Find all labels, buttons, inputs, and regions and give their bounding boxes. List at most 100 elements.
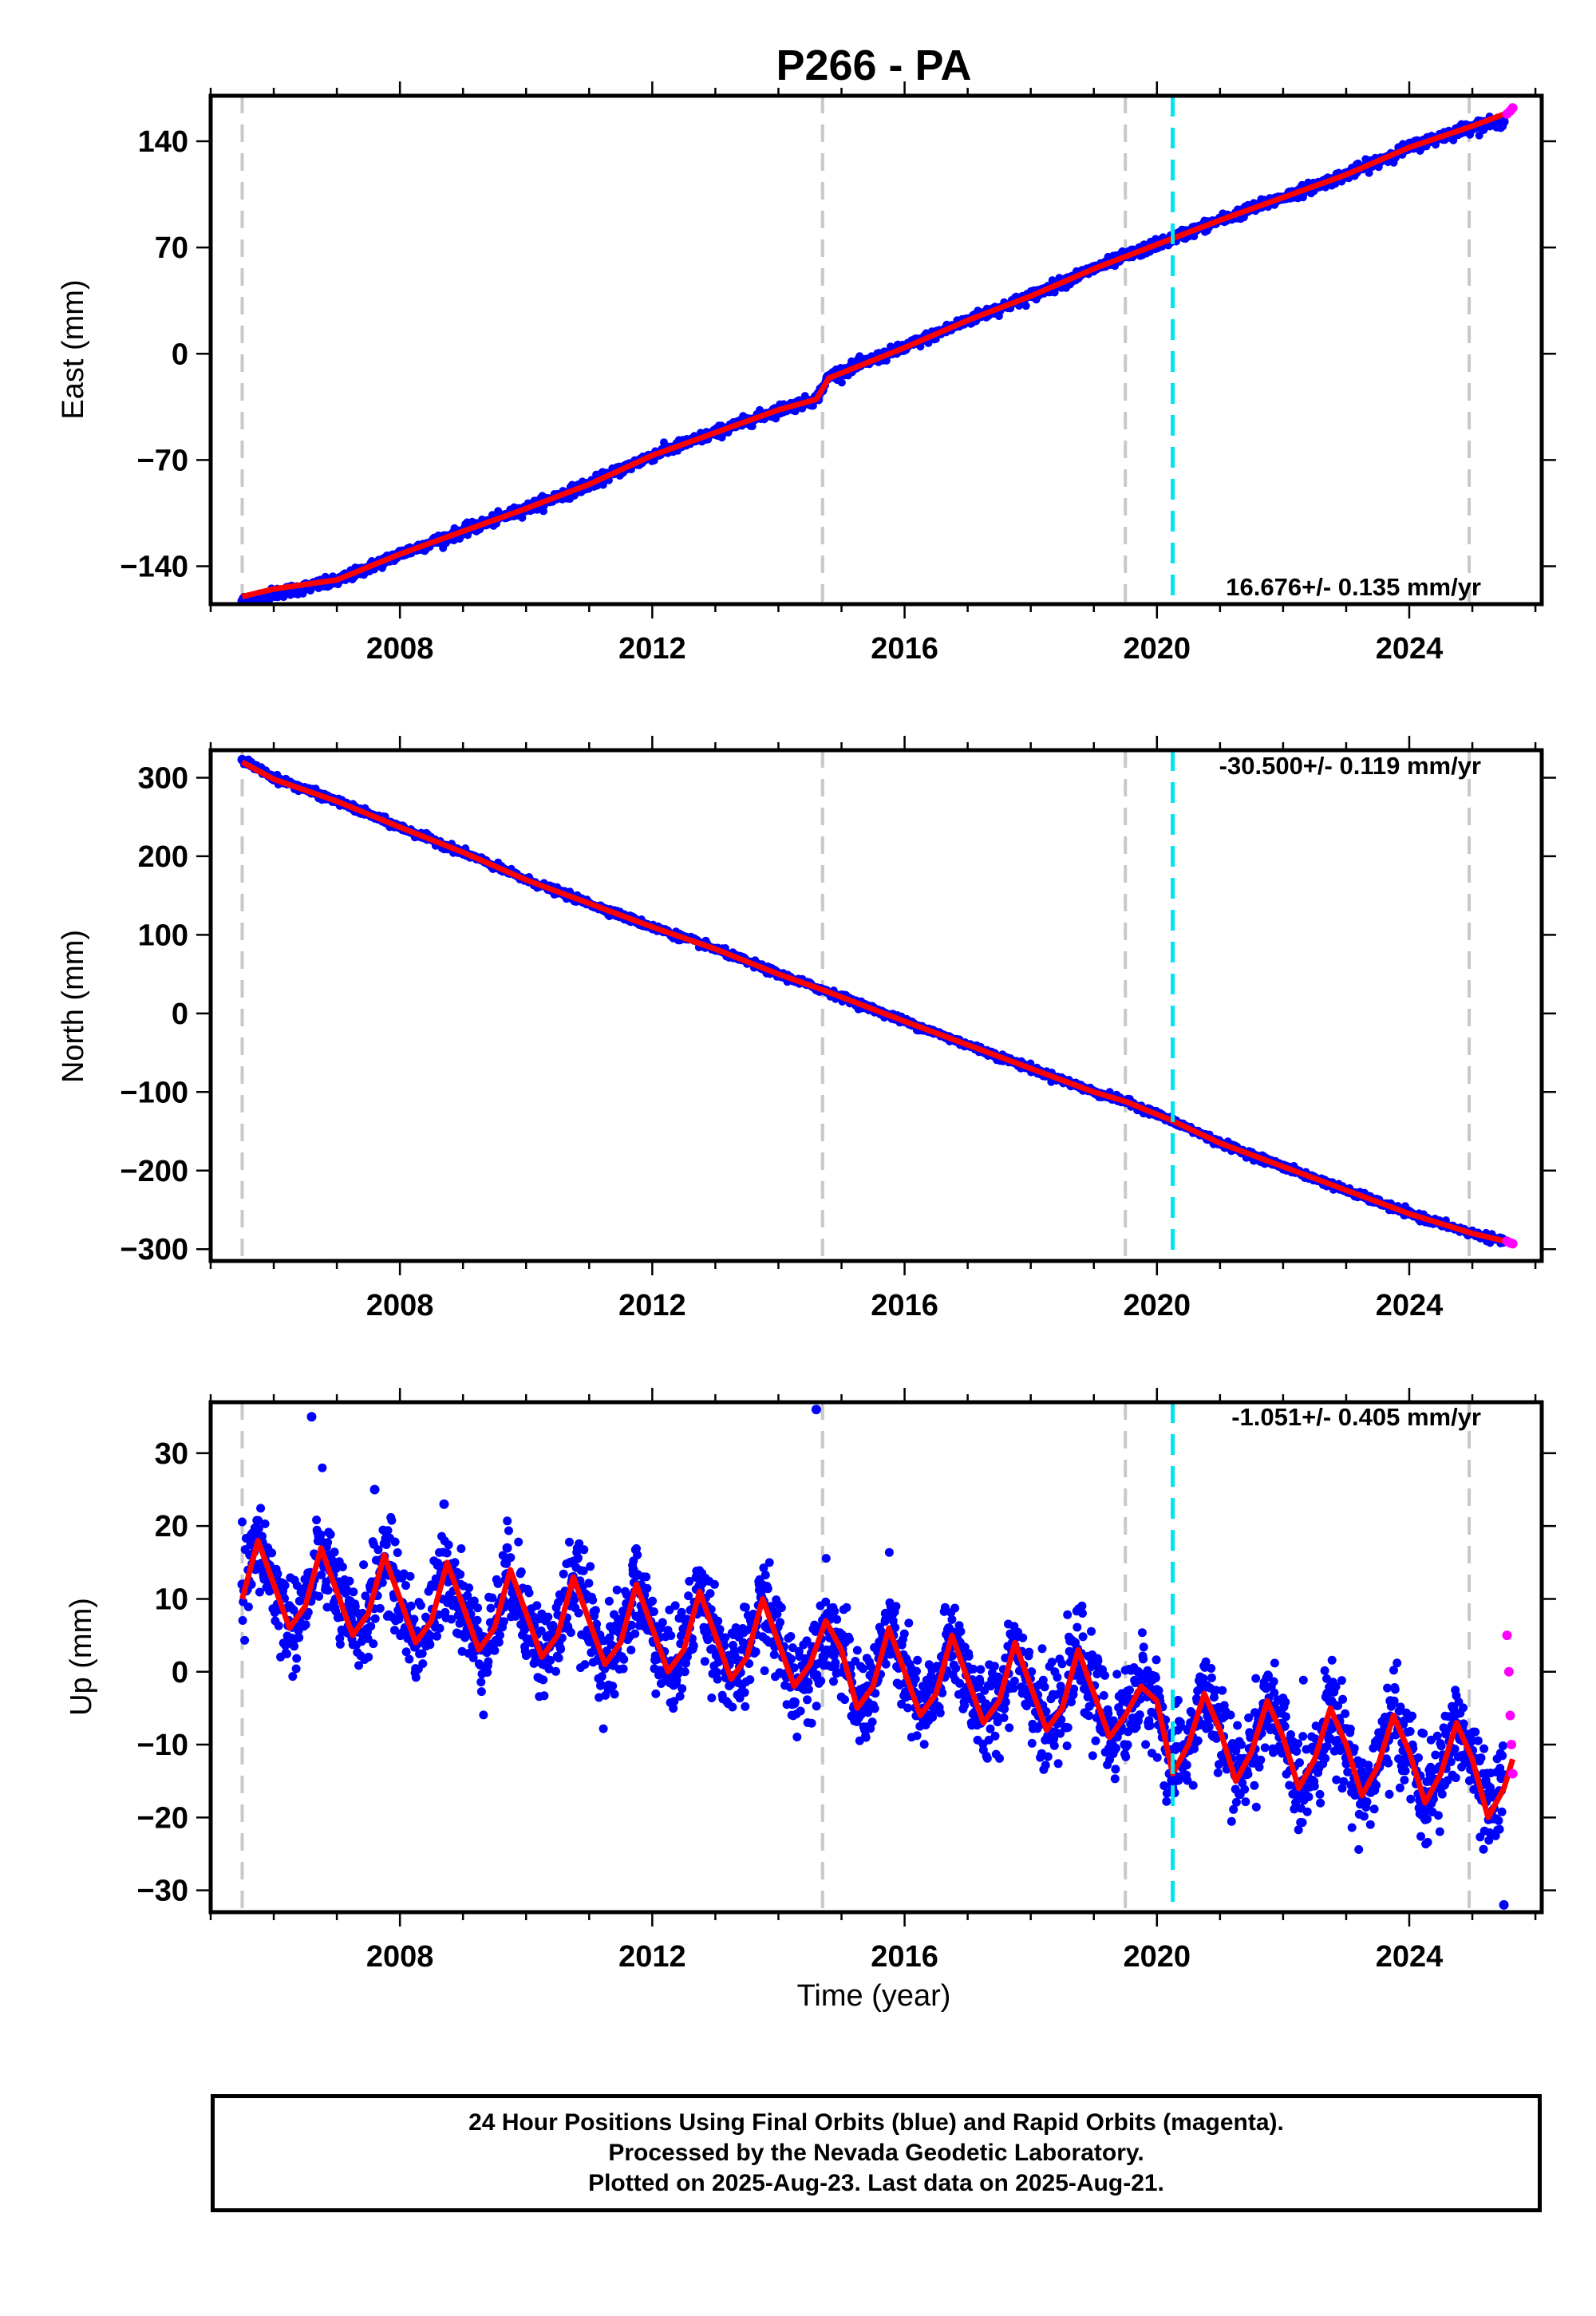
model-fit-line bbox=[241, 108, 1514, 599]
east-y-tick-label: 0 bbox=[172, 338, 188, 371]
data-point-final bbox=[350, 1602, 360, 1611]
data-point-final bbox=[1499, 117, 1509, 127]
north-chart: −300 −200 −100 0 100 200 300 2008 2012 2016 2020 20… bbox=[120, 736, 1556, 1322]
data-point-final bbox=[1021, 302, 1030, 310]
data-point-final bbox=[238, 1517, 247, 1527]
data-point-final bbox=[383, 1526, 393, 1535]
data-point-final bbox=[280, 1581, 290, 1590]
north-y-tick-label: −200 bbox=[120, 1155, 188, 1188]
data-point-final bbox=[338, 1562, 347, 1571]
data-point-final bbox=[335, 1639, 345, 1649]
east-y-tick-label: 140 bbox=[138, 125, 188, 159]
north-x-tick-label: 2012 bbox=[618, 1289, 686, 1322]
data-point-final bbox=[238, 1616, 247, 1625]
north-x-tick-label: 2020 bbox=[1124, 1289, 1191, 1322]
data-point-final bbox=[290, 1642, 299, 1651]
east-x-tick-label: 2016 bbox=[871, 632, 938, 666]
data-point-final bbox=[390, 1537, 400, 1547]
data-point-final bbox=[1365, 168, 1373, 177]
data-point-final bbox=[314, 1591, 324, 1601]
east-frame bbox=[208, 93, 1544, 607]
north-y-tick-label: 200 bbox=[138, 840, 188, 874]
data-point-final bbox=[405, 1571, 415, 1581]
data-point-final bbox=[370, 1614, 380, 1623]
data-point-final bbox=[401, 1581, 410, 1591]
data-point-final bbox=[369, 1639, 378, 1649]
north-y-tick-label: 100 bbox=[138, 919, 188, 952]
data-point-final bbox=[303, 1607, 313, 1617]
data-point-final bbox=[260, 1519, 270, 1528]
north-x-tick-label: 2016 bbox=[871, 1289, 938, 1322]
north-y-tick-label: 0 bbox=[172, 998, 188, 1031]
data-point-final bbox=[254, 1516, 263, 1525]
data-point-final bbox=[316, 1530, 326, 1539]
east-x-tick-label: 2020 bbox=[1124, 632, 1191, 666]
data-point-final bbox=[394, 1614, 404, 1624]
east-x-tick-label: 2024 bbox=[1376, 632, 1444, 666]
east-y-tick-label: 70 bbox=[155, 231, 188, 265]
data-point-final bbox=[417, 1649, 427, 1658]
data-point-final bbox=[318, 1463, 327, 1472]
data-point-final bbox=[259, 1575, 269, 1584]
data-point-final bbox=[377, 1578, 387, 1587]
data-point-final bbox=[409, 1614, 419, 1624]
data-point-final bbox=[406, 1601, 416, 1611]
data-point-final bbox=[240, 1635, 250, 1645]
data-point-final bbox=[317, 1570, 326, 1579]
data-point-final bbox=[292, 1654, 302, 1663]
data-point-final bbox=[273, 1569, 282, 1579]
north-x-tick-label: 2024 bbox=[1376, 1289, 1444, 1322]
data-point-final bbox=[323, 1538, 333, 1547]
east-chart: −140 −70 0 70 140 2008 2012 2016 2020 2024 bbox=[120, 81, 1556, 666]
data-point-final bbox=[326, 1530, 335, 1539]
data-point-final bbox=[256, 1504, 266, 1513]
data-point-final bbox=[393, 1548, 402, 1557]
data-point-final bbox=[274, 1621, 283, 1630]
model-fit-line bbox=[240, 759, 1514, 1246]
data-point-final bbox=[375, 1603, 385, 1613]
data-point-rapid bbox=[1507, 103, 1518, 113]
data-point-final bbox=[282, 1649, 291, 1658]
east-y-tick-label: −70 bbox=[137, 444, 188, 477]
data-point-final bbox=[359, 1560, 369, 1570]
data-point-final bbox=[255, 1587, 264, 1597]
data-point-final bbox=[342, 1584, 351, 1594]
data-point-final bbox=[345, 1576, 354, 1586]
data-point-final bbox=[361, 1591, 370, 1601]
data-point-rapid bbox=[1507, 1239, 1518, 1249]
data-point-final bbox=[364, 1652, 373, 1662]
data-point-final bbox=[387, 1516, 397, 1525]
data-point-final bbox=[291, 1664, 301, 1674]
data-point-final bbox=[312, 1516, 322, 1524]
data-point-final bbox=[354, 1661, 363, 1670]
data-point-final bbox=[349, 1587, 358, 1597]
north-y-tick-label: −300 bbox=[120, 1233, 188, 1267]
data-point-final bbox=[1449, 136, 1458, 144]
data-point-final bbox=[418, 1659, 428, 1669]
data-point-final bbox=[416, 1601, 425, 1611]
data-point-final bbox=[373, 1545, 383, 1555]
data-point-final bbox=[518, 513, 527, 522]
data-point-final bbox=[323, 1586, 333, 1595]
north-y-tick-label: 300 bbox=[138, 761, 188, 795]
east-x-tick-label: 2008 bbox=[366, 632, 434, 666]
east-x-tick-label: 2012 bbox=[618, 632, 686, 666]
east-plot-area bbox=[237, 96, 1518, 604]
data-point-final bbox=[243, 1603, 253, 1611]
east-y-tick-label: −140 bbox=[120, 550, 188, 583]
data-point-final bbox=[288, 1672, 298, 1682]
data-point-final bbox=[366, 1622, 376, 1631]
data-point-final bbox=[294, 1633, 304, 1642]
data-point-final bbox=[405, 1654, 414, 1664]
north-frame bbox=[208, 748, 1544, 1263]
north-y-tick-label: −100 bbox=[120, 1076, 188, 1109]
data-point-final bbox=[390, 1626, 399, 1635]
up-plot-area bbox=[237, 1402, 1518, 1912]
north-x-tick-label: 2008 bbox=[366, 1289, 434, 1322]
data-point-final bbox=[411, 1673, 421, 1682]
data-point-final bbox=[837, 378, 846, 387]
north-plot-area bbox=[237, 750, 1518, 1261]
data-point-final bbox=[254, 1524, 263, 1534]
